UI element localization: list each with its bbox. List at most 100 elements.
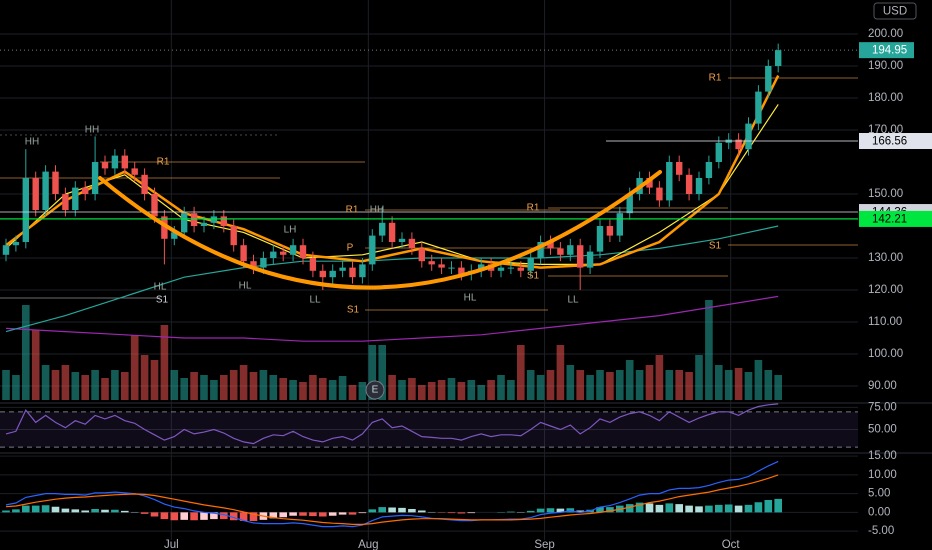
candle-body xyxy=(626,194,633,214)
y-tick-label: 110.00 xyxy=(868,316,902,328)
candle-body xyxy=(408,238,416,249)
annotation: R1 xyxy=(346,205,359,216)
candle-body xyxy=(359,264,366,278)
volume-bar xyxy=(229,370,238,400)
macd-histogram-bar xyxy=(645,503,654,513)
candle-body xyxy=(497,267,505,271)
volume-bar xyxy=(526,370,535,400)
candle-body xyxy=(755,91,762,124)
y-tick-label: 200.00 xyxy=(868,28,903,40)
y-tick-label: 120.00 xyxy=(868,284,903,296)
volume-bar xyxy=(81,375,89,400)
candle-body xyxy=(121,155,128,169)
macd-histogram-bar xyxy=(111,509,119,513)
macd-histogram-bar xyxy=(22,505,30,513)
volume-bar xyxy=(586,375,594,400)
macd-histogram-bar xyxy=(695,506,703,513)
currency: USD xyxy=(883,6,907,18)
volume-bar xyxy=(635,370,644,400)
volume-bar xyxy=(576,370,584,400)
macd-histogram-bar xyxy=(467,512,476,514)
candle-body xyxy=(547,242,554,249)
macd-histogram-bar xyxy=(150,512,159,517)
macd-histogram-bar xyxy=(418,510,426,513)
macd-histogram-bar xyxy=(388,507,396,513)
macd-histogram-bar xyxy=(398,507,406,513)
macd-histogram-bar xyxy=(71,509,80,513)
macd-histogram-bar xyxy=(309,512,317,517)
macd-histogram-bar xyxy=(319,512,327,517)
volume-bar xyxy=(427,382,436,400)
volume-bar xyxy=(536,375,545,400)
annotation: LL xyxy=(567,295,579,306)
macd-histogram-bar xyxy=(229,512,238,521)
volume-bar xyxy=(41,365,50,400)
rsi-tick-label: 50.00 xyxy=(868,424,897,436)
volume-bar xyxy=(398,380,406,400)
volume-bar xyxy=(546,370,555,400)
axis: Jul Aug Sep Oct200.00190.00180.00170.00150.… xyxy=(25,28,932,550)
volume-bar xyxy=(348,385,357,400)
candle-body xyxy=(101,162,109,169)
volume-bar xyxy=(566,365,575,400)
volume-bar xyxy=(378,345,386,400)
volume-bar xyxy=(269,375,278,400)
macd-histogram-bar xyxy=(358,512,367,514)
macd-histogram-bar xyxy=(536,508,545,513)
volume-bar xyxy=(616,370,624,400)
candle-body xyxy=(111,155,119,169)
moving-average xyxy=(5,225,779,333)
annotation: HH xyxy=(370,205,384,216)
volume-bar xyxy=(101,378,109,400)
macd-histogram-bar xyxy=(328,512,337,516)
annotation: S1 xyxy=(709,241,722,252)
macd-histogram-bar xyxy=(526,510,535,513)
x-tick-label: Aug xyxy=(358,539,378,550)
volume-bar xyxy=(645,365,654,400)
candle-body xyxy=(379,222,386,236)
price-level-box xyxy=(859,210,932,227)
macd-histogram-bar xyxy=(81,510,89,513)
price-level-box xyxy=(859,133,932,150)
volume-bar xyxy=(160,325,169,400)
volume-bar xyxy=(487,380,495,400)
candle-body xyxy=(161,216,168,239)
volume-bar xyxy=(180,378,188,400)
volume-bar xyxy=(685,372,693,400)
volume-bar xyxy=(724,370,733,400)
macd-histogram-bar xyxy=(447,512,456,514)
volume-bar xyxy=(259,370,268,400)
volume-bar xyxy=(210,380,218,400)
macd-histogram-bar xyxy=(507,511,515,513)
volume-bar xyxy=(467,380,476,400)
macd-histogram-bar xyxy=(180,512,188,520)
volume-bar xyxy=(408,378,416,400)
candle-body xyxy=(438,264,445,268)
volume-bar xyxy=(130,335,139,400)
volume-bar xyxy=(319,378,327,400)
volume-bar xyxy=(368,345,377,400)
candle-body xyxy=(666,162,673,201)
volume-bar xyxy=(190,372,198,400)
candle-body xyxy=(289,245,297,255)
volume-bar xyxy=(22,305,30,400)
volume-bar xyxy=(111,370,119,400)
candle-body xyxy=(507,267,515,269)
macd-histogram-bar xyxy=(190,512,198,521)
candle-body xyxy=(22,178,29,242)
candle-body xyxy=(141,174,148,194)
macd-tick-label: 0.00 xyxy=(868,506,890,518)
rsi-band xyxy=(0,411,858,448)
candle-body xyxy=(309,258,317,271)
volume-bar xyxy=(121,372,129,400)
candle-body xyxy=(369,235,376,265)
volume-bar xyxy=(497,375,505,400)
y-tick-label: 190.00 xyxy=(868,60,903,72)
volume-bar xyxy=(695,355,703,400)
volume-bar xyxy=(31,330,40,400)
macd-tick-label: -5.00 xyxy=(868,525,894,537)
candle-body xyxy=(428,261,435,265)
candle-body xyxy=(398,238,406,242)
y-tick-label: 130.00 xyxy=(868,252,903,264)
candle-body xyxy=(418,248,425,262)
